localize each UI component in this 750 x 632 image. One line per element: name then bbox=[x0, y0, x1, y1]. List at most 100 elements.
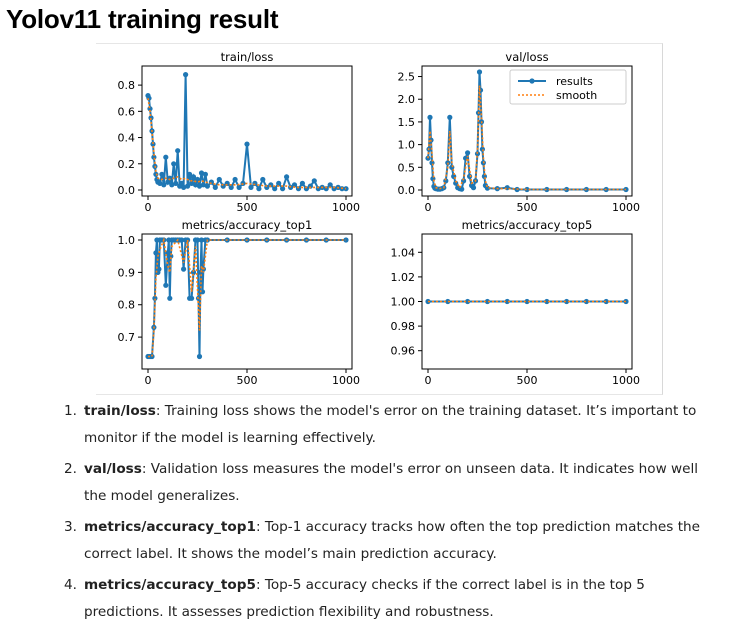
data-point-results bbox=[504, 185, 510, 191]
description-text: metrics/accuracy_top1: Top-1 accuracy tr… bbox=[84, 514, 724, 568]
data-point-results bbox=[194, 237, 201, 243]
x-tick-label: 1000 bbox=[332, 201, 360, 214]
subplot-train-loss: train/loss 0 500 1000 0.0 0.2 0.4 0.6 0.8 bbox=[118, 50, 361, 214]
x-tick-label: 1000 bbox=[332, 374, 360, 387]
data-point-results bbox=[470, 185, 477, 191]
charts-canvas: train/loss 0 500 1000 0.0 0.2 0.4 0.6 0.8 val/los… bbox=[118, 50, 641, 387]
data-point-results bbox=[190, 269, 197, 275]
data-point-results bbox=[198, 237, 205, 243]
data-point-results bbox=[248, 184, 254, 190]
data-point-results bbox=[150, 141, 156, 147]
data-point-results bbox=[276, 180, 282, 186]
data-point-results bbox=[153, 250, 159, 256]
training-results-figure: train/loss 0 500 1000 0.0 0.2 0.4 0.6 0.8 val/los… bbox=[96, 43, 663, 395]
data-point-results bbox=[189, 180, 195, 186]
description-term: metrics/accuracy_top5 bbox=[84, 577, 256, 593]
description-term: val/loss bbox=[84, 461, 142, 477]
y-tick-label: 0.8 bbox=[118, 79, 136, 92]
x-tick-label: 0 bbox=[145, 374, 152, 387]
data-point-results bbox=[603, 298, 609, 305]
x-tick-label: 500 bbox=[237, 201, 258, 214]
data-point-results bbox=[299, 180, 305, 186]
y-tick-label: 0.5 bbox=[398, 161, 416, 174]
y-tick-label: 2.0 bbox=[398, 93, 416, 106]
data-point-results bbox=[181, 184, 187, 190]
data-point-results bbox=[447, 114, 453, 120]
data-point-results bbox=[280, 186, 286, 192]
data-point-results bbox=[465, 150, 471, 156]
data-point-results bbox=[167, 295, 173, 301]
x-tick-label: 1000 bbox=[612, 374, 640, 387]
data-point-results bbox=[443, 178, 449, 184]
description-body: : Training loss shows the model's error … bbox=[84, 403, 697, 446]
y-tick-label: 1.5 bbox=[398, 116, 416, 129]
data-point-results bbox=[216, 176, 222, 183]
data-point-results bbox=[331, 186, 337, 192]
data-point-results bbox=[291, 182, 298, 188]
description-number: 1. bbox=[64, 403, 77, 419]
data-point-results bbox=[163, 154, 169, 160]
data-point-results bbox=[175, 148, 181, 154]
data-point-results bbox=[445, 298, 451, 305]
description-term: metrics/accuracy_top1 bbox=[84, 519, 256, 535]
data-point-results bbox=[467, 173, 473, 179]
y-tick-label: 1.00 bbox=[391, 296, 416, 309]
legend-label-smooth: smooth bbox=[556, 89, 597, 102]
description-body: : Validation loss measures the model's e… bbox=[84, 461, 699, 504]
x-tick-label: 1000 bbox=[612, 201, 640, 214]
data-point-results bbox=[228, 184, 234, 190]
data-point-results bbox=[427, 114, 433, 120]
data-point-results bbox=[232, 176, 238, 183]
data-point-results bbox=[236, 184, 242, 190]
y-tick-label: 0.96 bbox=[391, 345, 416, 358]
data-point-results bbox=[202, 171, 208, 177]
x-tick-label: 500 bbox=[237, 374, 258, 387]
subplot-metrics-accuracy-top1: metrics/accuracy_top1 0 500 1000 0.7 0.8 0.9 1.… bbox=[118, 218, 361, 387]
series-line-smooth bbox=[148, 236, 346, 358]
description-text: train/loss: Training loss shows the mode… bbox=[84, 398, 724, 452]
x-tick-label: 500 bbox=[517, 201, 538, 214]
chart-title: metrics/accuracy_top1 bbox=[182, 218, 313, 232]
y-tick-label: 0.7 bbox=[118, 331, 136, 344]
description-body: : Top-1 accuracy tracks how often the to… bbox=[84, 519, 700, 562]
data-point-results bbox=[152, 295, 158, 301]
y-tick-label: 0.0 bbox=[398, 184, 416, 197]
data-point-results bbox=[148, 115, 154, 121]
series-line-smooth bbox=[147, 98, 347, 190]
data-point-results bbox=[163, 282, 169, 288]
y-tick-label: 1.02 bbox=[391, 271, 416, 284]
data-point-results bbox=[303, 186, 309, 192]
data-point-results bbox=[272, 186, 278, 192]
data-point-results bbox=[187, 171, 193, 177]
y-tick-label: 1.0 bbox=[398, 139, 416, 152]
data-point-results bbox=[204, 183, 210, 189]
chart-title: metrics/accuracy_top5 bbox=[462, 218, 593, 232]
description-term: train/loss bbox=[84, 403, 156, 419]
data-point-results bbox=[544, 186, 550, 193]
data-point-results bbox=[524, 298, 530, 305]
data-point-results bbox=[504, 298, 510, 305]
data-point-results bbox=[200, 182, 206, 188]
data-point-results bbox=[484, 185, 490, 191]
x-tick-label: 0 bbox=[425, 374, 432, 387]
data-point-results bbox=[244, 141, 250, 147]
y-tick-label: 0.6 bbox=[118, 105, 136, 118]
data-point-results bbox=[260, 176, 266, 183]
data-point-results bbox=[256, 186, 262, 192]
x-tick-label: 0 bbox=[145, 201, 152, 214]
data-point-results bbox=[524, 186, 530, 193]
data-point-results bbox=[159, 171, 165, 177]
data-point-results bbox=[212, 184, 218, 190]
data-point-results bbox=[185, 183, 191, 189]
description-item: 4. metrics/accuracy_top5: Top-5 accuracy… bbox=[64, 572, 724, 626]
x-tick-label: 500 bbox=[517, 374, 538, 387]
y-tick-label: 0.0 bbox=[118, 184, 136, 197]
data-point-results bbox=[168, 253, 174, 259]
subplot-metrics-accuracy-top5: metrics/accuracy_top5 0 500 1000 0.96 0.98 1.0… bbox=[391, 218, 641, 387]
data-point-results bbox=[173, 180, 179, 186]
description-text: metrics/accuracy_top5: Top-5 accuracy ch… bbox=[84, 572, 724, 626]
y-tick-label: 0.2 bbox=[118, 158, 136, 171]
data-point-results bbox=[476, 69, 483, 75]
data-point-results bbox=[484, 298, 490, 305]
series-line-results bbox=[147, 74, 346, 191]
